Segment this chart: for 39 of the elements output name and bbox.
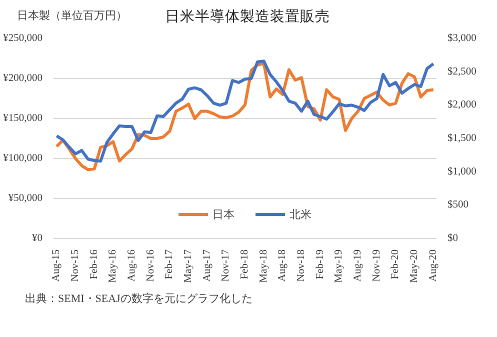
x-tick-label: Nov-19 bbox=[371, 249, 382, 282]
x-tick-label: May-20 bbox=[409, 249, 420, 283]
x-tick-label: Feb-18 bbox=[240, 249, 250, 280]
x-tick-label: Nov-17 bbox=[220, 249, 232, 282]
y2-tick-label: $2,500 bbox=[448, 66, 476, 78]
y-tick-label: ¥50,000 bbox=[8, 193, 42, 204]
source-note: 出典：SEMI・SEAJの数字を元にグラフ化した bbox=[25, 292, 252, 307]
x-tick-label: Aug-17 bbox=[202, 249, 213, 282]
x-tick-label: Aug-20 bbox=[428, 249, 439, 282]
x-tick-label: May-17 bbox=[182, 249, 194, 283]
x-tick-label: Nov-15 bbox=[70, 249, 81, 282]
x-tick-label: Feb-16 bbox=[88, 249, 100, 280]
y2-tick-label: $1,500 bbox=[448, 133, 476, 144]
x-tick-label: May-18 bbox=[258, 249, 270, 283]
x-tick-label: Feb-20 bbox=[390, 249, 402, 280]
x-tick-label: May-19 bbox=[334, 249, 345, 283]
x-tick-label: Feb-19 bbox=[314, 249, 326, 280]
y2-tick-label: $2,000 bbox=[448, 100, 476, 111]
y2-tick-label: $3,000 bbox=[448, 33, 476, 44]
y-tick-label: ¥0 bbox=[32, 233, 42, 244]
x-tick-label: Aug-19 bbox=[352, 249, 364, 282]
x-tick-label: Feb-17 bbox=[164, 249, 176, 280]
x-tick-label: Aug-15 bbox=[51, 249, 62, 282]
y-tick-label: ¥150,000 bbox=[3, 113, 42, 124]
x-tick-label: Aug-18 bbox=[277, 249, 288, 282]
y-tick-label: ¥100,000 bbox=[3, 153, 42, 164]
x-tick-label: May-16 bbox=[108, 249, 119, 283]
y-tick-label: ¥200,000 bbox=[3, 73, 42, 84]
x-tick-label: Nov-18 bbox=[296, 249, 308, 282]
legend-label: 北米 bbox=[290, 208, 312, 222]
y-tick-label: ¥250,000 bbox=[3, 33, 42, 44]
y2-tick-label: $500 bbox=[448, 200, 468, 211]
x-tick-label: Aug-16 bbox=[126, 249, 138, 282]
y2-tick-label: $0 bbox=[448, 233, 458, 244]
chart-title: 日米半導体製造装置販売 bbox=[165, 8, 330, 27]
x-tick-label: Nov-16 bbox=[145, 249, 156, 282]
legend-label: 日本 bbox=[212, 208, 234, 222]
y-axis-title: 日本製（単位百万円） bbox=[17, 9, 127, 24]
y2-tick-label: $1,000 bbox=[448, 166, 476, 178]
